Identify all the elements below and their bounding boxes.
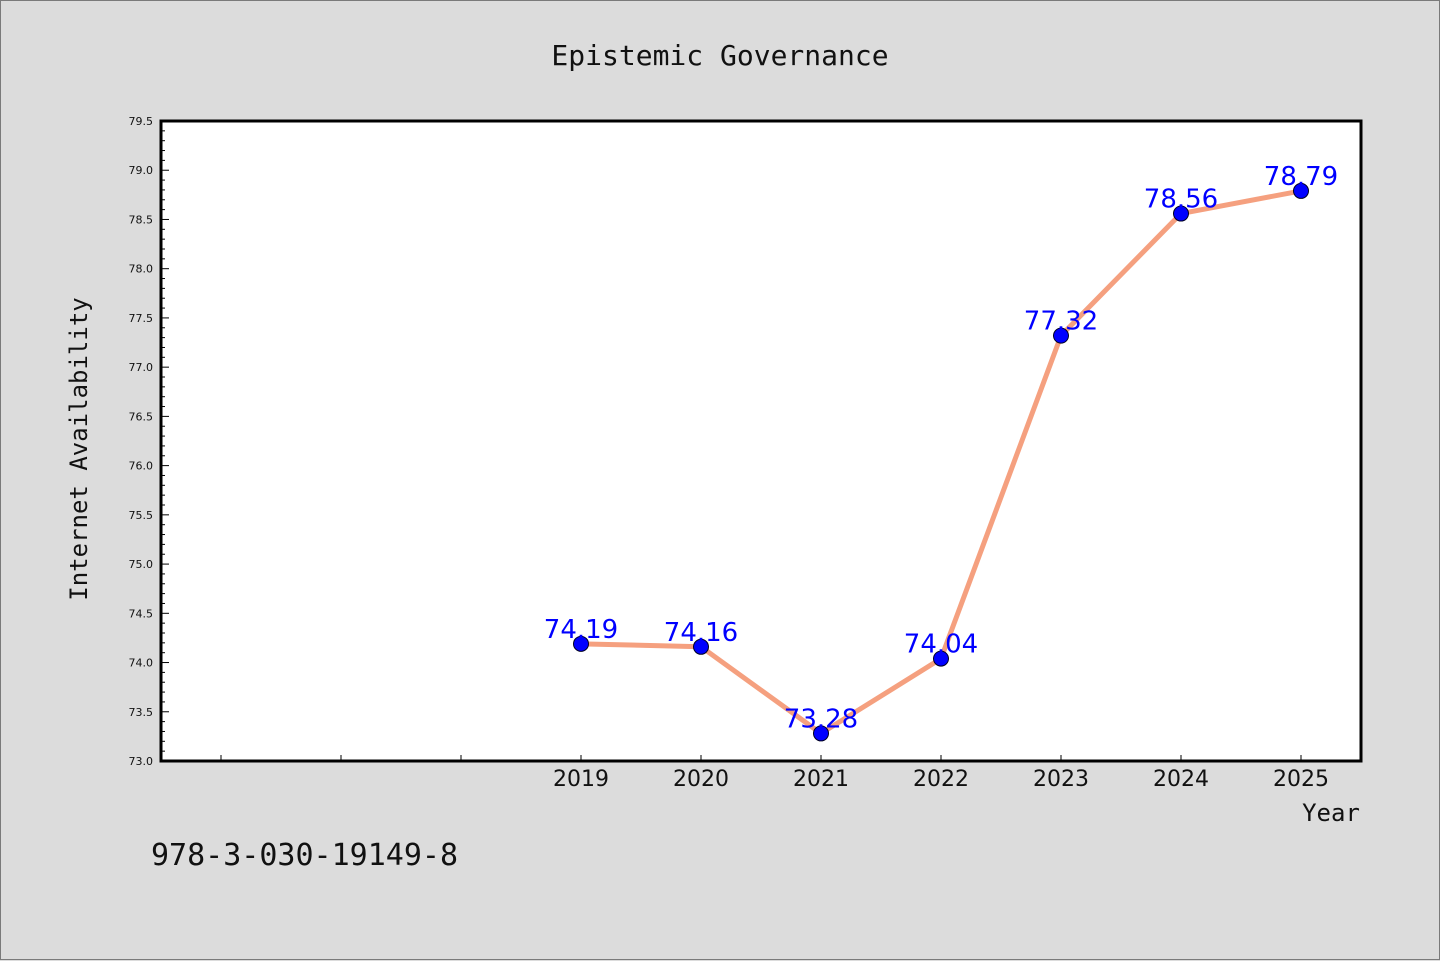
data-label: 74.19 <box>544 615 618 645</box>
data-label: 74.04 <box>904 630 978 660</box>
data-label: 78.79 <box>1264 162 1338 192</box>
data-point <box>1293 182 1309 199</box>
y-tick-label: 77.5 <box>129 312 154 325</box>
y-tick-label: 73.5 <box>129 706 154 719</box>
y-tick-label: 77.0 <box>129 361 154 374</box>
data-label: 77.32 <box>1024 307 1098 337</box>
data-point <box>813 725 829 742</box>
y-tick-label: 79.5 <box>129 115 154 128</box>
data-label: 74.16 <box>664 618 738 648</box>
x-tick-label: 2021 <box>793 767 849 792</box>
x-tick-label: 2022 <box>913 767 969 792</box>
y-tick-label: 75.0 <box>129 558 154 571</box>
y-tick-label: 79.0 <box>129 164 154 177</box>
x-tick-label: 2025 <box>1273 767 1329 792</box>
y-tick-label: 75.5 <box>129 509 154 522</box>
y-tick-label: 76.5 <box>129 410 154 423</box>
x-tick-label: 2024 <box>1153 767 1209 792</box>
data-point <box>1173 205 1189 222</box>
y-tick-label: 74.0 <box>129 657 154 670</box>
y-tick-label: 73.0 <box>129 755 154 768</box>
data-point <box>693 638 709 655</box>
x-tick-label: 2023 <box>1033 767 1089 792</box>
y-tick-label: 76.0 <box>129 460 154 473</box>
series-layer: 74.19 74.16 73.28 74.04 77.32 78.56 78.79 <box>544 162 1338 742</box>
x-tick-label: 2019 <box>553 767 609 792</box>
chart-title: Epistemic Governance <box>551 39 888 72</box>
x-axis-label: Year <box>1302 799 1360 827</box>
footer-identifier: 978-3-030-19149-8 <box>151 838 458 873</box>
y-tick-label: 78.0 <box>129 263 154 276</box>
data-point <box>1053 327 1069 344</box>
data-label: 78.56 <box>1144 185 1218 215</box>
x-tick-label: 2020 <box>673 767 729 792</box>
x-axis: 2019 2020 2021 2022 2023 2024 2025 <box>220 755 1329 792</box>
data-label: 73.28 <box>784 704 858 734</box>
data-point <box>933 650 949 667</box>
y-axis-label: Internet Availability <box>65 297 93 600</box>
y-tick-label: 74.5 <box>129 607 154 620</box>
plot-area <box>159 119 1363 763</box>
y-tick-label: 78.5 <box>129 213 154 226</box>
y-axis: 73.0 73.5 74.0 74.5 75.0 75.5 76.0 76.5 77.0 77.5… <box>129 115 169 768</box>
data-point <box>573 635 589 652</box>
